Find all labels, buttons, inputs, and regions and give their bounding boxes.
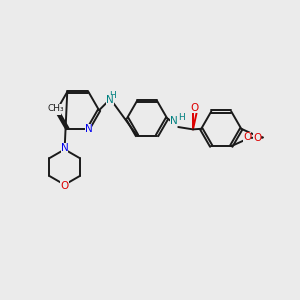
Text: N: N — [85, 124, 92, 134]
Text: H: H — [109, 91, 116, 100]
Text: N: N — [170, 116, 178, 126]
Text: H: H — [178, 113, 184, 122]
Text: O: O — [61, 181, 69, 191]
Text: O: O — [253, 133, 261, 143]
Text: N: N — [53, 105, 61, 115]
Text: N: N — [106, 94, 114, 105]
Text: CH₃: CH₃ — [48, 104, 64, 113]
Text: O: O — [190, 103, 199, 113]
Text: N: N — [61, 143, 68, 153]
Text: O: O — [243, 132, 251, 142]
